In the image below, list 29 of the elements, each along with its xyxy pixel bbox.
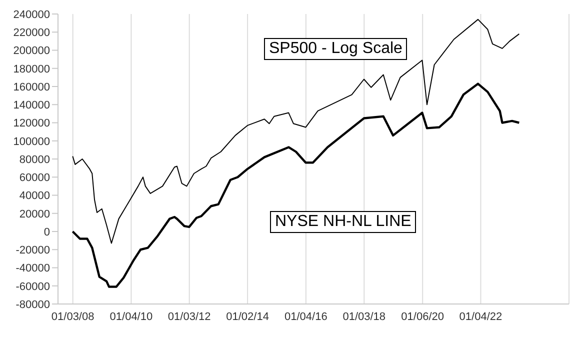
x-tick-label: 01/04/22 — [459, 310, 502, 323]
y-tick-label: 20000 — [19, 208, 50, 220]
y-tick-label: 0 — [44, 226, 50, 238]
x-tick-label: 01/04/16 — [284, 310, 328, 323]
x-tick-label: 01/03/08 — [51, 310, 94, 323]
x-tick-label: 01/02/14 — [226, 310, 269, 323]
x-tick-label: 01/03/12 — [168, 310, 211, 323]
text: NYSE NH-NL LINE — [270, 211, 416, 233]
y-tick-label: 60000 — [19, 172, 50, 184]
y-tick-label: -60000 — [16, 280, 50, 293]
y-tick-label: 40000 — [19, 190, 50, 202]
x-tick-label: 01/03/18 — [342, 310, 386, 323]
y-tick-label: 220000 — [13, 27, 50, 40]
y-tick-label: -80000 — [16, 298, 50, 311]
x-tick-label: 01/06/20 — [401, 310, 444, 323]
y-tick-label: -20000 — [16, 244, 50, 257]
y-tick-label: 200000 — [13, 45, 50, 58]
line-series — [72, 18, 520, 244]
y-tick-label: 180000 — [13, 63, 50, 76]
x-tick-label: 01/04/10 — [110, 310, 153, 323]
y-tick-label: 80000 — [19, 154, 50, 166]
y-tick-label: 140000 — [13, 100, 50, 112]
y-tick-label: -40000 — [16, 262, 50, 275]
line-series — [72, 82, 520, 288]
y-tick-label: 240000 — [13, 8, 50, 21]
y-tick-label: 120000 — [13, 118, 50, 130]
series-label: SP500 - Log Scale — [264, 38, 408, 60]
y-tick-label: 160000 — [13, 81, 50, 94]
y-tick-label: 100000 — [13, 136, 50, 148]
